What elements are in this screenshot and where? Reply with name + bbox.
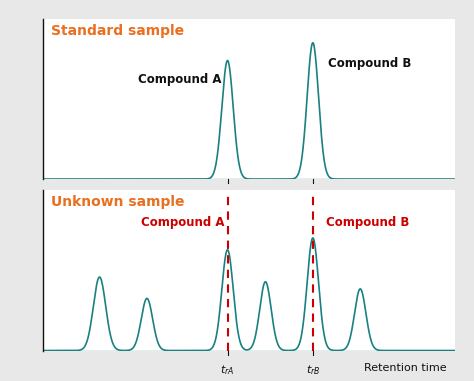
Text: Retention time: Retention time: [364, 363, 447, 373]
Text: Compound A: Compound A: [138, 74, 222, 86]
Text: Compound B: Compound B: [326, 216, 409, 229]
Text: $t_{rB}$: $t_{rB}$: [306, 192, 320, 206]
Text: Standard sample: Standard sample: [51, 24, 184, 38]
Text: Unknown sample: Unknown sample: [51, 195, 184, 209]
Text: $t_{rA}$: $t_{rA}$: [220, 363, 235, 377]
Text: $t_{rA}$: $t_{rA}$: [220, 192, 235, 206]
Text: $t_{rB}$: $t_{rB}$: [306, 363, 320, 377]
Text: Compound B: Compound B: [328, 58, 411, 70]
Text: Retention time: Retention time: [364, 192, 447, 202]
Text: Compound A: Compound A: [141, 216, 224, 229]
